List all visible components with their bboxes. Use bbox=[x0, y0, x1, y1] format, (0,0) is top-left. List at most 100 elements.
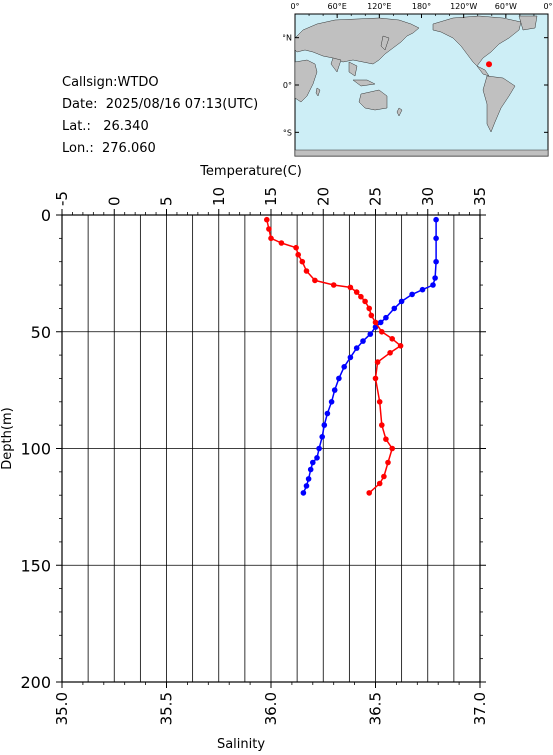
salinity-point bbox=[385, 459, 391, 466]
salinity-point bbox=[330, 282, 337, 288]
salinity-profile-line bbox=[266, 219, 402, 494]
land-indonesia bbox=[352, 79, 376, 87]
temperature-point bbox=[321, 422, 328, 428]
salinity-tick-label: 36.5 bbox=[367, 692, 385, 725]
salinity-point bbox=[268, 235, 274, 242]
temperature-point bbox=[300, 490, 307, 496]
salinity-point bbox=[376, 480, 383, 487]
temperature-point bbox=[316, 445, 322, 452]
salinity-axis: 35.0 35.5 36.0 36.5 37.0 bbox=[53, 682, 489, 725]
lon-row: Lon.: 276.060 bbox=[62, 138, 258, 160]
station-info: Callsign:WTDO Date: 2025/08/16 07:13(UTC… bbox=[62, 72, 258, 160]
temperature-point bbox=[360, 338, 366, 344]
salinity-point bbox=[376, 399, 383, 405]
date-label: Date: bbox=[62, 97, 98, 112]
map-left-tick-label: 60°S bbox=[283, 128, 292, 137]
temperature-point bbox=[328, 399, 335, 405]
temperature-point bbox=[419, 286, 426, 293]
land-se-asia bbox=[348, 61, 358, 77]
salinity-point bbox=[278, 240, 285, 246]
map-land bbox=[294, 15, 549, 157]
salinity-point bbox=[389, 336, 396, 342]
salinity-point bbox=[299, 258, 306, 265]
temperature-point bbox=[341, 364, 348, 370]
salinity-tick-label: 36.0 bbox=[262, 692, 280, 725]
temperature-tick-label: 30 bbox=[419, 187, 437, 206]
depth-tick-label: 50 bbox=[31, 323, 51, 342]
temperature-point bbox=[314, 455, 320, 461]
map-top-tick-label: 120°E bbox=[367, 2, 391, 11]
temperature-point bbox=[409, 291, 415, 298]
world-map: 0° 60°E 120°E 180° 120°W 60°W 0° 60°N 0° 60°S bbox=[272, 2, 553, 157]
salinity-point bbox=[379, 422, 385, 428]
salinity-axis-title: Salinity bbox=[217, 737, 265, 751]
temperature-point bbox=[303, 483, 310, 489]
land-antarctica bbox=[294, 149, 549, 157]
grid bbox=[62, 215, 480, 682]
temperature-point bbox=[307, 466, 314, 473]
temperature-point bbox=[433, 235, 439, 242]
salinity-point bbox=[366, 305, 373, 312]
callsign-label: Callsign: bbox=[62, 75, 118, 90]
lon-value: 276.060 bbox=[102, 141, 156, 156]
temperature-axis: -5 0 5 10 15 20 25 30 35 bbox=[53, 187, 489, 215]
salinity-point bbox=[353, 289, 360, 295]
salinity-point bbox=[379, 329, 385, 335]
temperature-tick-label: 5 bbox=[158, 196, 176, 206]
lat-row: Lat.: 26.340 bbox=[62, 116, 258, 138]
temperature-point bbox=[433, 258, 439, 265]
salinity-point bbox=[358, 293, 364, 300]
lon-label: Lon.: bbox=[62, 141, 94, 156]
land-greenland bbox=[518, 15, 538, 31]
land-japan bbox=[380, 35, 390, 51]
temperature-tick-label: 10 bbox=[210, 187, 228, 206]
land-north-america bbox=[432, 15, 522, 67]
depth-tick-label: 0 bbox=[41, 206, 51, 225]
map-left-tick-label: 60°N bbox=[283, 34, 292, 43]
land-south-america bbox=[482, 75, 516, 133]
salinity-point bbox=[389, 445, 396, 452]
temperature-tick-label: 0 bbox=[105, 196, 123, 206]
temperature-point bbox=[383, 314, 389, 321]
salinity-point bbox=[383, 436, 389, 443]
salinity-point bbox=[293, 244, 299, 251]
salinity-point bbox=[372, 319, 379, 326]
temperature-point bbox=[336, 375, 342, 382]
salinity-point bbox=[295, 251, 302, 258]
temperature-tick-label: 20 bbox=[314, 187, 332, 206]
map-top-tick-label: 180° bbox=[412, 2, 431, 11]
land-madagascar bbox=[315, 87, 321, 97]
salinity-point bbox=[347, 284, 354, 291]
land-india bbox=[330, 57, 342, 73]
map-top-tick-label: 0° bbox=[543, 2, 552, 11]
map-top-tick-label: 60°W bbox=[495, 2, 517, 11]
salinity-tick-label: 35.5 bbox=[158, 692, 176, 725]
depth-tick-label: 100 bbox=[20, 440, 51, 459]
land-newzealand bbox=[396, 107, 403, 117]
profile-plot: -5 0 5 10 15 20 25 30 35 35.0 35.5 36.0 36.5 37.0 05… bbox=[0, 164, 489, 752]
station-marker bbox=[486, 61, 493, 68]
salinity-tick-label: 37.0 bbox=[471, 692, 489, 725]
map-left-tick-label: 0° bbox=[283, 81, 292, 90]
salinity-point bbox=[303, 268, 310, 274]
land-africa bbox=[294, 59, 318, 103]
temperature-point bbox=[347, 354, 354, 361]
salinity-point bbox=[397, 343, 404, 349]
callsign-value: WTDO bbox=[117, 75, 159, 90]
temperature-point bbox=[353, 345, 360, 351]
salinity-point bbox=[372, 375, 379, 382]
salinity-point bbox=[381, 473, 387, 480]
salinity-tick-label: 35.0 bbox=[53, 692, 71, 725]
salinity-point bbox=[387, 350, 393, 356]
location-map: 0° 60°E 120°E 180° 120°W 60°W 0° 60°N 0° 60°S bbox=[272, 0, 553, 160]
temperature-point bbox=[324, 410, 331, 417]
salinity-point bbox=[266, 226, 272, 232]
depth-axis-title: Depth(m) bbox=[0, 407, 15, 469]
map-top-tick-label: 0° bbox=[290, 2, 299, 11]
depth-tick-label: 200 bbox=[20, 673, 51, 692]
temperature-point bbox=[433, 216, 439, 223]
temperature-tick-label: 15 bbox=[262, 187, 280, 206]
temperature-point bbox=[319, 434, 326, 440]
temperature-tick-label: -5 bbox=[53, 191, 71, 206]
temperature-point bbox=[367, 331, 374, 337]
